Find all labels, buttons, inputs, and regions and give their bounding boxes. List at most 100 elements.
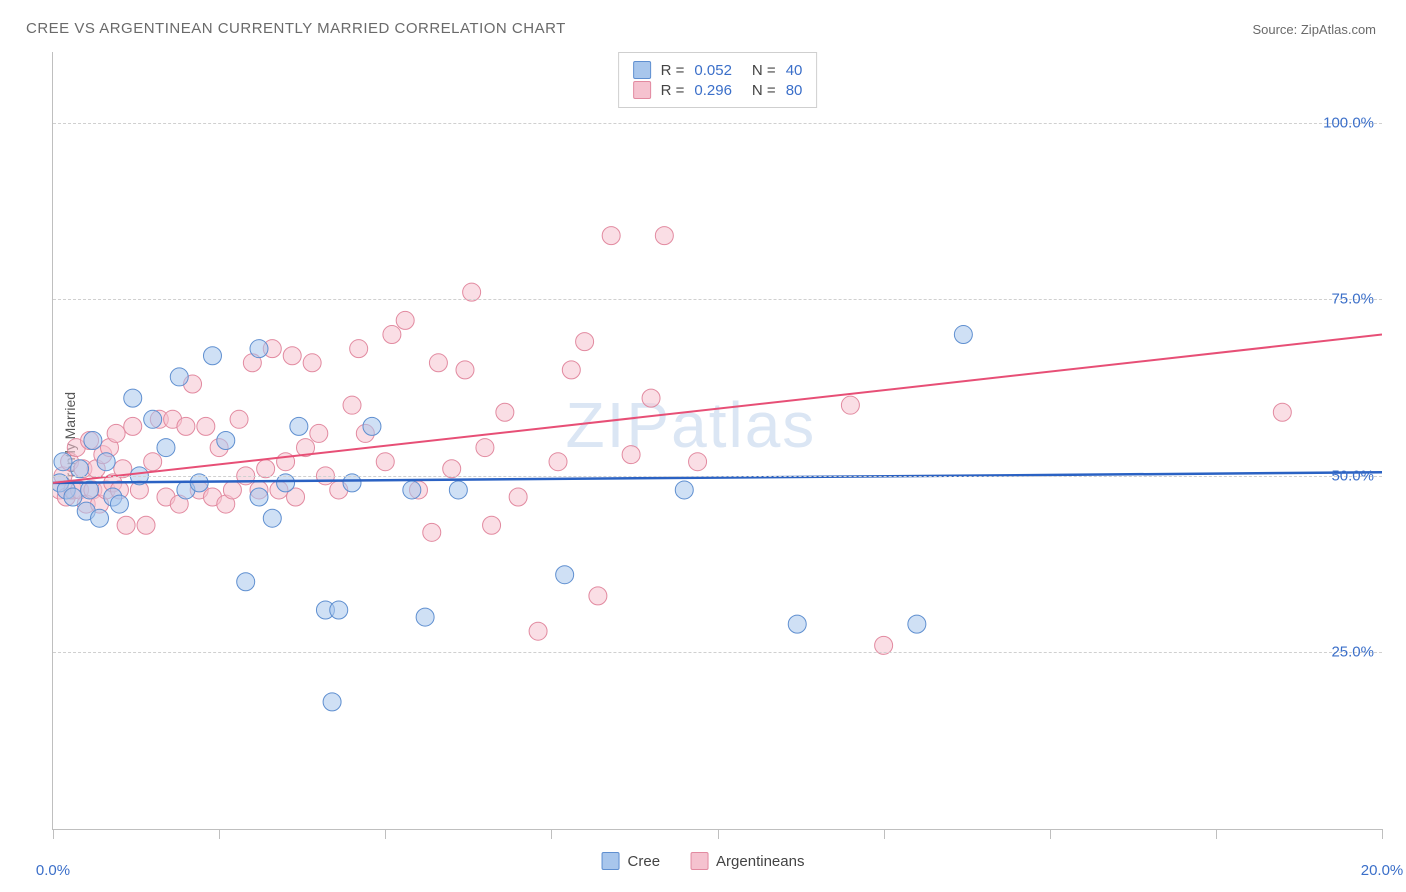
- source-label: Source: ZipAtlas.com: [1252, 22, 1376, 37]
- scatter-point-cree: [203, 347, 221, 365]
- scatter-point-argentineans: [642, 389, 660, 407]
- scatter-point-cree: [84, 432, 102, 450]
- scatter-point-argentineans: [602, 227, 620, 245]
- cree-r-value: 0.052: [694, 62, 732, 79]
- scatter-point-cree: [54, 453, 72, 471]
- scatter-point-argentineans: [476, 439, 494, 457]
- scatter-point-cree: [908, 615, 926, 633]
- scatter-point-cree: [675, 481, 693, 499]
- scatter-point-argentineans: [576, 333, 594, 351]
- gridline-h: [53, 476, 1382, 477]
- y-tick-label: 50.0%: [1331, 467, 1374, 484]
- argentineans-swatch: [633, 81, 651, 99]
- r-label: R =: [661, 62, 685, 79]
- scatter-point-cree: [144, 410, 162, 428]
- argentineans-r-value: 0.296: [694, 82, 732, 99]
- x-tick: [53, 829, 54, 839]
- cree-swatch: [633, 61, 651, 79]
- argentineans-swatch: [690, 852, 708, 870]
- x-tick: [219, 829, 220, 839]
- scatter-point-argentineans: [589, 587, 607, 605]
- scatter-point-cree: [449, 481, 467, 499]
- scatter-point-argentineans: [655, 227, 673, 245]
- scatter-point-argentineans: [549, 453, 567, 471]
- stats-row-cree: R = 0.052 N = 40: [633, 61, 803, 79]
- x-tick: [385, 829, 386, 839]
- scatter-point-cree: [170, 368, 188, 386]
- scatter-point-argentineans: [423, 523, 441, 541]
- scatter-point-argentineans: [841, 396, 859, 414]
- scatter-point-argentineans: [350, 340, 368, 358]
- n-label: N =: [752, 82, 776, 99]
- legend-item-argentineans: Argentineans: [690, 852, 804, 870]
- scatter-point-cree: [124, 389, 142, 407]
- scatter-point-argentineans: [343, 396, 361, 414]
- cree-n-value: 40: [786, 62, 803, 79]
- scatter-point-cree: [110, 495, 128, 513]
- correlation-chart: CREE VS ARGENTINEAN CURRENTLY MARRIED CO…: [0, 0, 1406, 892]
- y-tick-label: 100.0%: [1323, 114, 1374, 131]
- scatter-point-cree: [330, 601, 348, 619]
- scatter-point-argentineans: [496, 403, 514, 421]
- scatter-point-argentineans: [310, 424, 328, 442]
- scatter-point-argentineans: [107, 424, 125, 442]
- x-tick: [1382, 829, 1383, 839]
- scatter-point-argentineans: [689, 453, 707, 471]
- scatter-point-cree: [157, 439, 175, 457]
- scatter-point-argentineans: [283, 347, 301, 365]
- r-label: R =: [661, 82, 685, 99]
- scatter-point-argentineans: [509, 488, 527, 506]
- scatter-point-cree: [91, 509, 109, 527]
- scatter-point-argentineans: [376, 453, 394, 471]
- scatter-point-argentineans: [529, 622, 547, 640]
- x-tick: [1050, 829, 1051, 839]
- scatter-point-cree: [250, 488, 268, 506]
- scatter-point-cree: [788, 615, 806, 633]
- y-tick-label: 25.0%: [1331, 644, 1374, 661]
- scatter-point-cree: [323, 693, 341, 711]
- legend-label-cree: Cree: [628, 853, 661, 870]
- scatter-point-argentineans: [117, 516, 135, 534]
- scatter-point-argentineans: [1273, 403, 1291, 421]
- scatter-point-cree: [250, 340, 268, 358]
- argentineans-n-value: 80: [786, 82, 803, 99]
- scatter-point-cree: [217, 432, 235, 450]
- scatter-point-cree: [237, 573, 255, 591]
- cree-swatch: [602, 852, 620, 870]
- scatter-point-cree: [64, 488, 82, 506]
- x-tick: [1216, 829, 1217, 839]
- scatter-point-argentineans: [144, 453, 162, 471]
- scatter-point-argentineans: [622, 446, 640, 464]
- gridline-h: [53, 652, 1382, 653]
- scatter-point-argentineans: [429, 354, 447, 372]
- scatter-point-argentineans: [137, 516, 155, 534]
- scatter-point-cree: [97, 453, 115, 471]
- x-tick-label: 0.0%: [36, 862, 70, 879]
- stats-legend: R = 0.052 N = 40 R = 0.296 N = 80: [618, 52, 818, 108]
- scatter-point-argentineans: [197, 417, 215, 435]
- scatter-point-argentineans: [177, 417, 195, 435]
- scatter-point-cree: [403, 481, 421, 499]
- gridline-h: [53, 299, 1382, 300]
- scatter-point-argentineans: [456, 361, 474, 379]
- legend-item-cree: Cree: [602, 852, 661, 870]
- scatter-point-cree: [363, 417, 381, 435]
- scatter-point-argentineans: [562, 361, 580, 379]
- legend-label-argentineans: Argentineans: [716, 853, 804, 870]
- n-label: N =: [752, 62, 776, 79]
- scatter-point-argentineans: [223, 481, 241, 499]
- scatter-point-argentineans: [383, 326, 401, 344]
- scatter-point-argentineans: [483, 516, 501, 534]
- x-tick: [718, 829, 719, 839]
- scatter-point-cree: [954, 326, 972, 344]
- scatter-point-argentineans: [124, 417, 142, 435]
- chart-title: CREE VS ARGENTINEAN CURRENTLY MARRIED CO…: [26, 20, 566, 37]
- scatter-svg: [53, 52, 1382, 829]
- y-tick-label: 75.0%: [1331, 291, 1374, 308]
- x-tick: [551, 829, 552, 839]
- series-legend: Cree Argentineans: [602, 852, 805, 870]
- scatter-point-argentineans: [230, 410, 248, 428]
- scatter-point-cree: [556, 566, 574, 584]
- gridline-h: [53, 123, 1382, 124]
- plot-area: ZIPatlas R = 0.052 N = 40 R = 0.296 N = …: [52, 52, 1382, 830]
